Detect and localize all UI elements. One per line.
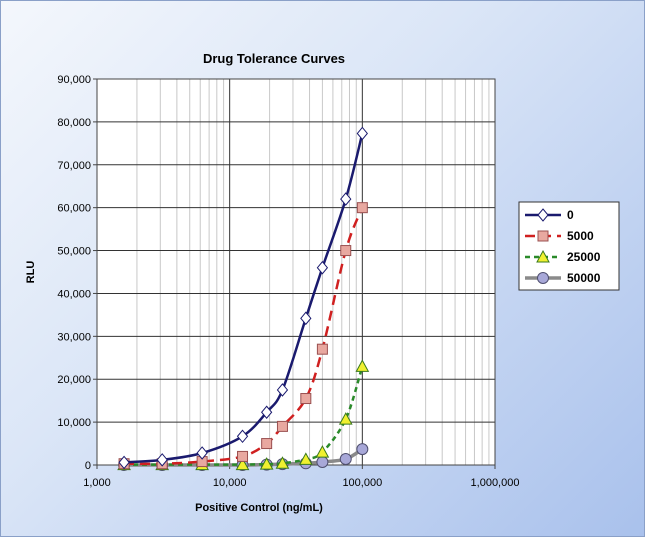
- y-tick-label: 10,000: [57, 417, 91, 429]
- data-point-0: [196, 446, 208, 460]
- data-point-50000: [316, 455, 329, 468]
- data-point-25000: [259, 457, 274, 470]
- plot-area: [97, 79, 495, 465]
- legend-label-50000: 50000: [567, 271, 601, 285]
- data-point-0: [236, 429, 249, 444]
- series-0: [118, 126, 368, 470]
- y-axis-title: RLU: [25, 261, 37, 284]
- data-point-5000: [261, 438, 273, 450]
- data-point-25000: [298, 452, 313, 465]
- y-tick-label: 80,000: [57, 117, 91, 129]
- x-tick-label: 100,000: [342, 477, 382, 489]
- y-tick-label: 40,000: [57, 288, 91, 300]
- x-axis-title: Positive Control (ng/mL): [195, 502, 323, 514]
- legend-box: [518, 201, 620, 291]
- data-point-5000: [300, 393, 312, 405]
- legend-label-5000: 5000: [567, 229, 594, 243]
- chart-title: Drug Tolerance Curves: [203, 51, 345, 66]
- legend: 0 5000 25000 50000: [518, 201, 620, 291]
- data-point-25000: [275, 456, 290, 469]
- y-tick-label: 90,000: [57, 74, 91, 86]
- data-point-25000: [355, 359, 370, 372]
- legend-marker-25000: [536, 249, 550, 263]
- legend-label-25000: 25000: [567, 250, 601, 264]
- data-point-0: [356, 126, 368, 141]
- data-point-0: [300, 311, 312, 326]
- y-tick-label: 70,000: [57, 160, 91, 172]
- data-point-5000: [340, 245, 352, 257]
- y-tick-label: 60,000: [57, 203, 91, 215]
- x-tick-label: 1,000,000: [471, 477, 520, 489]
- series-line-5000: [124, 207, 364, 466]
- y-tick-label: 50,000: [57, 246, 91, 258]
- series-line-25000: [124, 365, 364, 466]
- y-tick-label: 30,000: [57, 331, 91, 343]
- legend-marker-0: [537, 208, 549, 222]
- y-tick-label: 20,000: [57, 374, 91, 386]
- data-point-0: [340, 192, 352, 206]
- data-point-5000: [316, 343, 328, 355]
- legend-marker-50000: [537, 272, 549, 284]
- data-point-0: [316, 260, 329, 275]
- data-point-0: [156, 453, 168, 467]
- data-point-0: [118, 455, 130, 470]
- data-point-0: [276, 383, 289, 397]
- legend-marker-5000: [537, 230, 549, 242]
- data-point-25000: [338, 412, 353, 425]
- data-point-50000: [339, 452, 352, 465]
- data-point-5000: [356, 202, 368, 214]
- y-tick-label: 0: [85, 460, 91, 472]
- series-layer: [117, 126, 370, 471]
- data-point-25000: [315, 445, 330, 458]
- data-point-25000: [235, 457, 250, 471]
- x-tick-label: 1,000: [83, 477, 111, 489]
- data-point-0: [260, 405, 273, 420]
- data-point-50000: [356, 443, 369, 456]
- x-tick-label: 10,000: [213, 477, 247, 489]
- legend-label-0: 0: [567, 208, 574, 222]
- data-point-5000: [276, 420, 288, 432]
- data-point-5000: [237, 450, 249, 462]
- series-5000: [118, 202, 368, 470]
- series-line-0: [123, 133, 364, 464]
